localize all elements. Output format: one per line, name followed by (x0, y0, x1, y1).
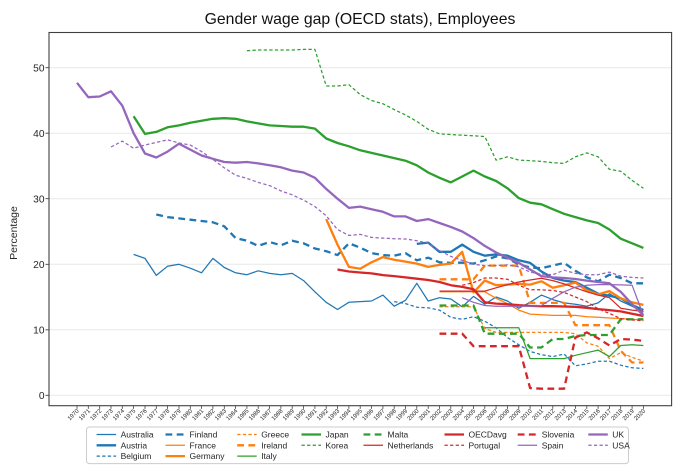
svg-text:Netherlands: Netherlands (388, 440, 434, 450)
svg-text:30: 30 (33, 194, 45, 205)
svg-text:10: 10 (33, 325, 45, 336)
svg-text:Australia: Australia (121, 430, 154, 440)
svg-text:Korea: Korea (326, 440, 349, 450)
svg-text:Japan: Japan (326, 430, 349, 440)
svg-text:UK: UK (612, 430, 624, 440)
svg-text:Finland: Finland (190, 430, 218, 440)
svg-text:0: 0 (39, 391, 45, 402)
svg-text:Percentage: Percentage (8, 206, 20, 260)
svg-text:Austria: Austria (121, 440, 148, 450)
svg-text:OECDavg: OECDavg (469, 430, 508, 440)
svg-text:Italy: Italy (261, 451, 277, 461)
svg-text:Germany: Germany (190, 451, 226, 461)
svg-text:Slovenia: Slovenia (542, 430, 575, 440)
svg-text:40: 40 (33, 129, 45, 140)
svg-text:Ireland: Ireland (261, 440, 287, 450)
svg-text:20: 20 (33, 260, 45, 271)
svg-text:Gender wage gap (OECD stats),: Gender wage gap (OECD stats), Employees (205, 11, 516, 28)
svg-text:Belgium: Belgium (121, 451, 152, 461)
svg-text:Portugal: Portugal (469, 440, 501, 450)
svg-text:50: 50 (33, 63, 45, 74)
svg-text:Spain: Spain (542, 440, 564, 450)
svg-text:USA: USA (612, 440, 630, 450)
svg-text:France: France (190, 440, 217, 450)
svg-text:Greece: Greece (261, 430, 289, 440)
svg-text:Malta: Malta (388, 430, 409, 440)
